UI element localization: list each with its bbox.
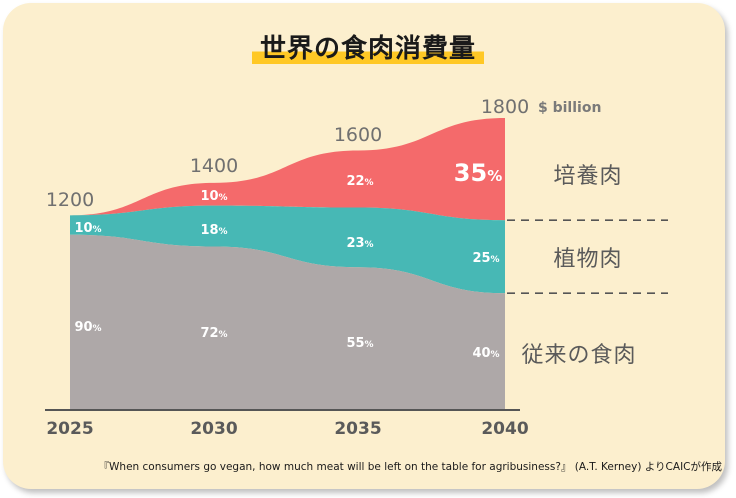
- total-label-2030: 1400: [190, 155, 238, 177]
- pct-label-plant-2040: 25%: [472, 251, 499, 266]
- pct-label-cultured-2040: 35%: [454, 159, 502, 187]
- x-tick-label-2025: 2025: [46, 419, 93, 439]
- pct-label-conventional-2030: 72%: [200, 326, 227, 341]
- unit-label: $ billion: [538, 100, 601, 116]
- pct-label-plant-2025: 10%: [74, 221, 101, 236]
- category-label-cultured: 培養肉: [553, 164, 622, 189]
- x-tick-label-2040: 2040: [481, 419, 528, 439]
- area-plant-meat: [70, 205, 505, 294]
- pct-label-cultured-2035: 22%: [346, 174, 373, 189]
- category-label-conventional: 従来の食肉: [521, 343, 636, 368]
- area-cultured-meat: [70, 118, 505, 221]
- total-label-2040: 1800: [481, 96, 529, 118]
- area-conventional-meat: [70, 234, 505, 410]
- category-label-plant: 植物肉: [553, 247, 622, 272]
- total-label-2035: 1600: [334, 124, 382, 146]
- x-tick-label-2035: 2035: [334, 419, 381, 439]
- pct-label-conventional-2025: 90%: [74, 320, 101, 335]
- chart-title: 世界の食肉消費量: [251, 28, 484, 67]
- pct-label-plant-2035: 23%: [346, 236, 373, 251]
- total-label-2025: 1200: [46, 189, 94, 211]
- pct-label-conventional-2035: 55%: [346, 336, 373, 351]
- title-container: 世界の食肉消費量: [0, 28, 736, 67]
- pct-label-cultured-2030: 10%: [200, 189, 227, 204]
- x-tick-label-2030: 2030: [190, 419, 237, 439]
- source-citation: 『When consumers go vegan, how much meat …: [98, 461, 722, 473]
- pct-label-conventional-2040: 40%: [472, 346, 499, 361]
- pct-label-plant-2030: 18%: [200, 223, 227, 238]
